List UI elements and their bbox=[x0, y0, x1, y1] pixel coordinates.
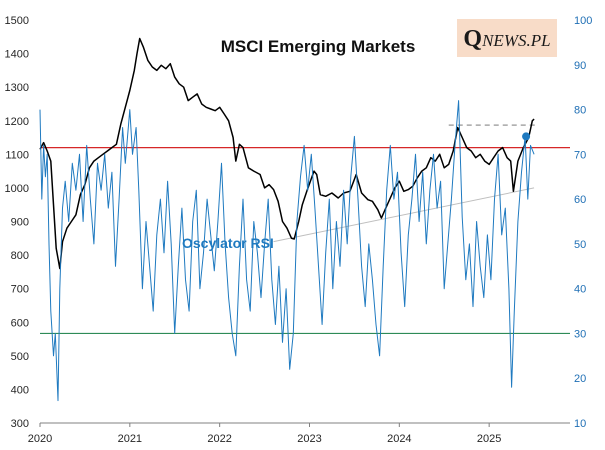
x-tick-label-2024: 2024 bbox=[387, 433, 411, 445]
right-tick-label-60: 60 bbox=[574, 194, 586, 206]
chart-title: MSCI Emerging Markets bbox=[221, 37, 416, 56]
tick-labels-layer: 2020 2021 2022 2023 2024 2025 300 400 500 600 700 8… bbox=[5, 15, 593, 445]
left-tick-label-700: 700 bbox=[11, 284, 29, 296]
right-tick-label-90: 90 bbox=[574, 60, 586, 72]
x-tick-label-2025: 2025 bbox=[477, 433, 501, 445]
right-tick-label-70: 70 bbox=[574, 149, 586, 161]
right-tick-label-10: 10 bbox=[574, 418, 586, 430]
x-tick-label-2023: 2023 bbox=[297, 433, 321, 445]
right-tick-label-40: 40 bbox=[574, 284, 586, 296]
left-tick-label-500: 500 bbox=[11, 351, 29, 363]
series-layer bbox=[39, 37, 535, 402]
left-tick-label-1300: 1300 bbox=[5, 82, 29, 94]
right-tick-label-20: 20 bbox=[574, 373, 586, 385]
x-tick-label-2021: 2021 bbox=[118, 433, 142, 445]
left-tick-label-1400: 1400 bbox=[5, 49, 29, 61]
left-tick-label-1100: 1100 bbox=[5, 149, 29, 161]
rsi-label: Oscylator RSI bbox=[182, 235, 274, 251]
axes-layer bbox=[39, 422, 570, 427]
left-tick-label-1000: 1000 bbox=[5, 183, 29, 195]
current-rsi-marker bbox=[522, 132, 531, 141]
left-tick-label-300: 300 bbox=[11, 418, 29, 430]
right-tick-label-50: 50 bbox=[574, 239, 586, 251]
logo-text: QNEWS.PL bbox=[457, 26, 557, 53]
left-tick-label-1500: 1500 bbox=[5, 15, 29, 27]
left-tick-label-1200: 1200 bbox=[5, 116, 29, 128]
left-tick-label-800: 800 bbox=[11, 250, 29, 262]
x-tick-label-2020: 2020 bbox=[28, 433, 52, 445]
x-tick-label-2022: 2022 bbox=[207, 433, 231, 445]
right-tick-label-80: 80 bbox=[574, 105, 586, 117]
qnews-logo: QNEWS.PL bbox=[457, 19, 557, 57]
right-tick-label-100: 100 bbox=[574, 15, 592, 27]
reference-lines-layer bbox=[40, 124, 570, 335]
logo-rest: NEWS.PL bbox=[482, 31, 551, 50]
left-tick-label-400: 400 bbox=[11, 384, 29, 396]
rsi-line bbox=[39, 100, 535, 402]
right-tick-label-30: 30 bbox=[574, 328, 586, 340]
support-trendline bbox=[273, 187, 535, 243]
left-tick-label-900: 900 bbox=[11, 217, 29, 229]
left-tick-label-600: 600 bbox=[11, 317, 29, 329]
logo-q: Q bbox=[463, 26, 483, 52]
msci-price-line bbox=[39, 37, 535, 270]
